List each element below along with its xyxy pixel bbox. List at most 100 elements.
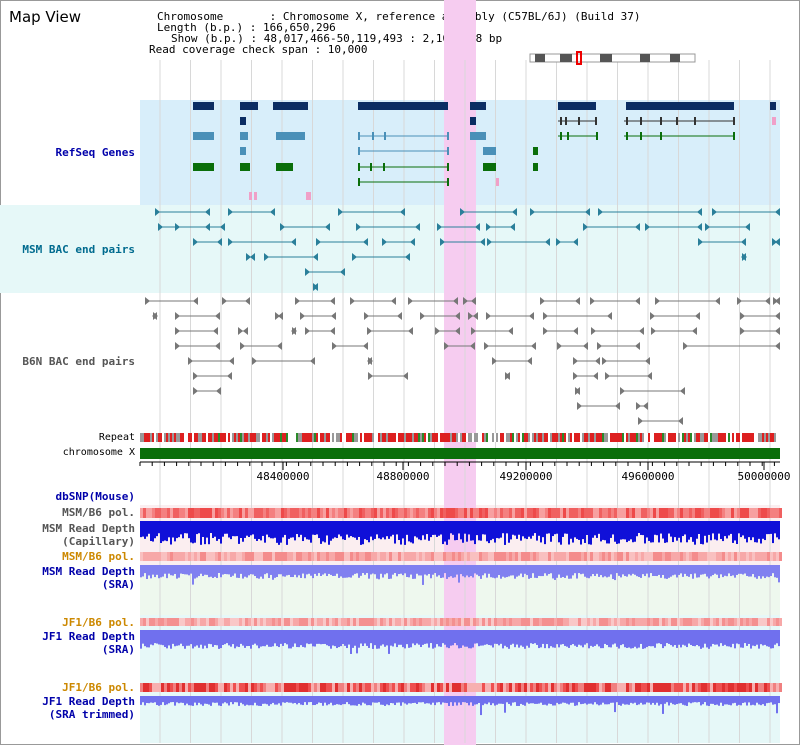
depth-bar (616, 565, 618, 574)
depth-bar (302, 565, 304, 574)
depth-bar (580, 521, 582, 545)
depth-bar (558, 696, 560, 705)
track-features[interactable] (139, 51, 782, 716)
repeat-block (200, 433, 202, 442)
depth-bar (544, 565, 546, 574)
pol-cell (200, 552, 203, 561)
depth-bar (278, 630, 280, 648)
pol-cell (692, 508, 695, 518)
track-label-msm-b6-pol-2[interactable]: MSM/B6 pol. (62, 550, 135, 563)
depth-bar (168, 521, 170, 538)
depth-bar (676, 696, 678, 705)
repeat-block (646, 433, 648, 442)
depth-bar (270, 565, 272, 575)
pol-cell (338, 683, 341, 692)
bac-end-marker (615, 402, 620, 410)
depth-bar (320, 521, 322, 544)
track-label-jf1-b6-pol-2[interactable]: JF1/B6 pol. (62, 681, 135, 694)
track-label-jf1-depth-sra[interactable]: JF1 Read Depth (42, 630, 135, 643)
depth-bar (474, 630, 476, 644)
repeat-block (252, 433, 254, 442)
depth-bar (746, 565, 748, 576)
bac-end-marker (440, 238, 445, 246)
pol-cell (356, 508, 359, 518)
repeat-block (250, 433, 252, 442)
depth-bar (330, 630, 332, 649)
depth-bar (486, 630, 488, 645)
repeat-block (166, 433, 168, 442)
track-label-msm-depth-sra[interactable]: MSM Read Depth (42, 565, 135, 578)
bac-end-marker (683, 342, 688, 350)
depth-bar (250, 630, 252, 649)
pol-cell (356, 683, 359, 692)
pol-cell (683, 508, 686, 518)
depth-bar (706, 696, 708, 706)
pol-cell (371, 618, 374, 626)
pol-cell (353, 508, 356, 518)
depth-bar (204, 565, 206, 575)
pol-cell (434, 508, 437, 518)
depth-bar (252, 521, 254, 535)
track-label-msm-depth-cap[interactable]: MSM Read Depth (42, 522, 135, 535)
pol-cell (608, 683, 611, 692)
pol-cell (428, 552, 431, 561)
refseq-exon (447, 147, 449, 155)
bac-end-marker (643, 402, 648, 410)
refseq-exon (358, 147, 360, 155)
bac-end-marker (620, 387, 625, 395)
bac-end-marker (737, 297, 742, 305)
pol-cell (416, 508, 419, 518)
depth-bar (432, 630, 434, 649)
depth-bar (324, 521, 326, 543)
depth-bar (530, 565, 532, 578)
pol-cell (422, 683, 425, 692)
bac-end-marker (217, 238, 222, 246)
depth-bar (626, 565, 628, 577)
track-label-dbsnp[interactable]: dbSNP(Mouse) (55, 490, 135, 503)
depth-bar (724, 565, 726, 576)
track-label-msm-b6-pol-1[interactable]: MSM/B6 pol. (62, 506, 135, 519)
depth-bar (156, 630, 158, 644)
refseq-exon (694, 117, 696, 125)
depth-bar (504, 630, 506, 646)
depth-bar (720, 521, 722, 539)
pol-cell (707, 552, 710, 561)
depth-bar (142, 630, 144, 644)
repeat-block (634, 433, 636, 442)
depth-bar (308, 565, 310, 574)
depth-bar (574, 521, 576, 538)
depth-bar (184, 630, 186, 649)
pol-cell (725, 508, 728, 518)
depth-bar (674, 565, 676, 575)
pol-cell (386, 552, 389, 561)
pol-cell (314, 508, 317, 518)
depth-bar (728, 696, 730, 705)
depth-bar (666, 521, 668, 543)
repeat-block (520, 433, 522, 442)
pol-cell (647, 683, 650, 692)
pol-cell (689, 552, 692, 561)
track-label-jf1-depth-trim[interactable]: JF1 Read Depth (42, 695, 135, 708)
pol-cell (584, 552, 587, 561)
depth-bar (258, 521, 260, 540)
depth-bar (590, 696, 592, 704)
track-label-jf1-b6-pol-1[interactable]: JF1/B6 pol. (62, 616, 135, 629)
repeat-block (600, 433, 602, 442)
depth-bar (472, 696, 474, 706)
track-label-msm-bac[interactable]: MSM BAC end pairs (22, 243, 135, 256)
depth-bar (224, 565, 226, 574)
bac-end-marker (543, 312, 548, 320)
pol-cell (356, 618, 359, 626)
track-label-refseq[interactable]: RefSeq Genes (55, 146, 135, 159)
pol-cell (443, 508, 446, 518)
depth-bar (390, 521, 392, 537)
depth-bar (530, 630, 532, 644)
depth-bar (606, 565, 608, 578)
refseq-exon (567, 132, 569, 140)
depth-bar (406, 565, 408, 578)
pol-cell (701, 552, 704, 561)
pol-cell (566, 508, 569, 518)
track-label-b6n-bac[interactable]: B6N BAC end pairs (22, 355, 135, 368)
pol-cell (275, 683, 278, 692)
